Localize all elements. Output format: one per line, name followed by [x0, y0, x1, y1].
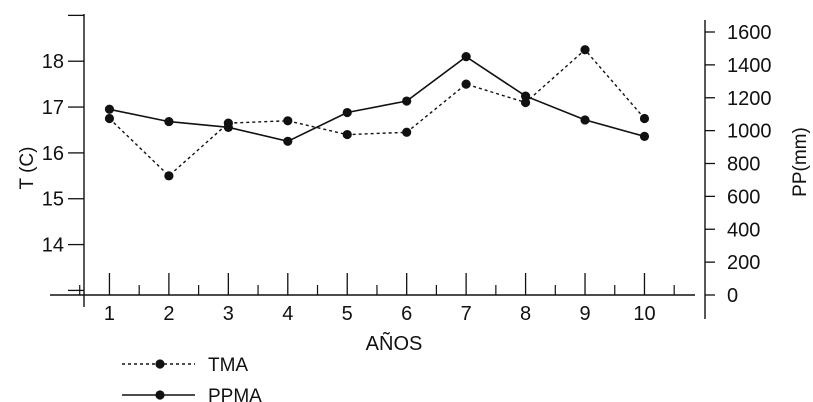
x-tick-label: 5 — [342, 303, 353, 325]
series-line-tma — [108, 48, 646, 177]
legend-label-ppma: PPMA — [208, 386, 262, 402]
x-tick-label: 2 — [163, 303, 174, 325]
x-axis-label: AÑOS — [366, 331, 423, 355]
x-tick-label: 1 — [104, 303, 115, 325]
x-tick-label: 7 — [461, 303, 472, 325]
marker-ppma — [639, 131, 650, 141]
y-right-tick-label: 600 — [727, 186, 760, 208]
marker-ppma — [342, 107, 352, 118]
marker-tma — [402, 127, 412, 137]
marker-ppma — [520, 91, 531, 101]
marker-ppma — [580, 115, 590, 125]
y-right-tick-label: 1000 — [727, 121, 772, 143]
y-right-tick-label: 1400 — [727, 55, 772, 77]
x-tick-label: 9 — [579, 303, 590, 325]
y-right-tick-label: 0 — [727, 285, 738, 307]
legend-marker-ppma — [155, 390, 165, 400]
y-axis-right-label: PP(mm) — [790, 127, 811, 197]
marker-ppma — [402, 96, 412, 106]
series-line-ppma — [109, 55, 645, 143]
y-left-tick-label: 15 — [42, 189, 64, 211]
legend-label-tma: TMA — [208, 355, 248, 376]
y-axis-left-label: T (C) — [17, 147, 38, 190]
marker-tma — [580, 45, 590, 55]
marker-ppma — [283, 136, 293, 146]
x-tick-label: 4 — [282, 303, 293, 325]
x-tick-label: 6 — [401, 303, 412, 325]
y-right-tick-label: 1200 — [727, 88, 772, 110]
y-right-tick-label: 800 — [727, 154, 760, 176]
x-tick-label: 10 — [633, 303, 655, 325]
marker-tma — [520, 97, 531, 108]
legend-marker-tma — [155, 359, 165, 369]
marker-tma — [164, 171, 174, 181]
y-left-tick-label: 18 — [42, 51, 64, 73]
marker-ppma — [104, 104, 115, 114]
marker-tma — [104, 113, 115, 124]
marker-tma — [639, 113, 650, 124]
legend: TMA PPMA — [122, 355, 262, 402]
y-left-tick-label: 14 — [42, 235, 64, 257]
marker-tma — [342, 129, 352, 140]
marker-ppma — [223, 122, 233, 132]
x-tick-label: 3 — [223, 303, 234, 325]
y-left-tick-label: 16 — [42, 143, 64, 165]
series-lines — [108, 48, 646, 177]
marker-ppma — [461, 52, 471, 62]
marker-tma — [461, 79, 471, 89]
y-left-tick-label: 17 — [42, 97, 64, 119]
x-tick-label: 8 — [520, 303, 531, 325]
marker-ppma — [164, 116, 174, 127]
marker-tma — [283, 116, 293, 126]
markers — [104, 45, 650, 181]
ticks: 1415161718020040060080010001200140016001… — [42, 14, 772, 325]
y-right-tick-label: 200 — [727, 252, 760, 274]
y-right-tick-label: 400 — [727, 219, 760, 241]
y-right-tick-label: 1600 — [727, 22, 772, 44]
axes — [50, 14, 706, 319]
